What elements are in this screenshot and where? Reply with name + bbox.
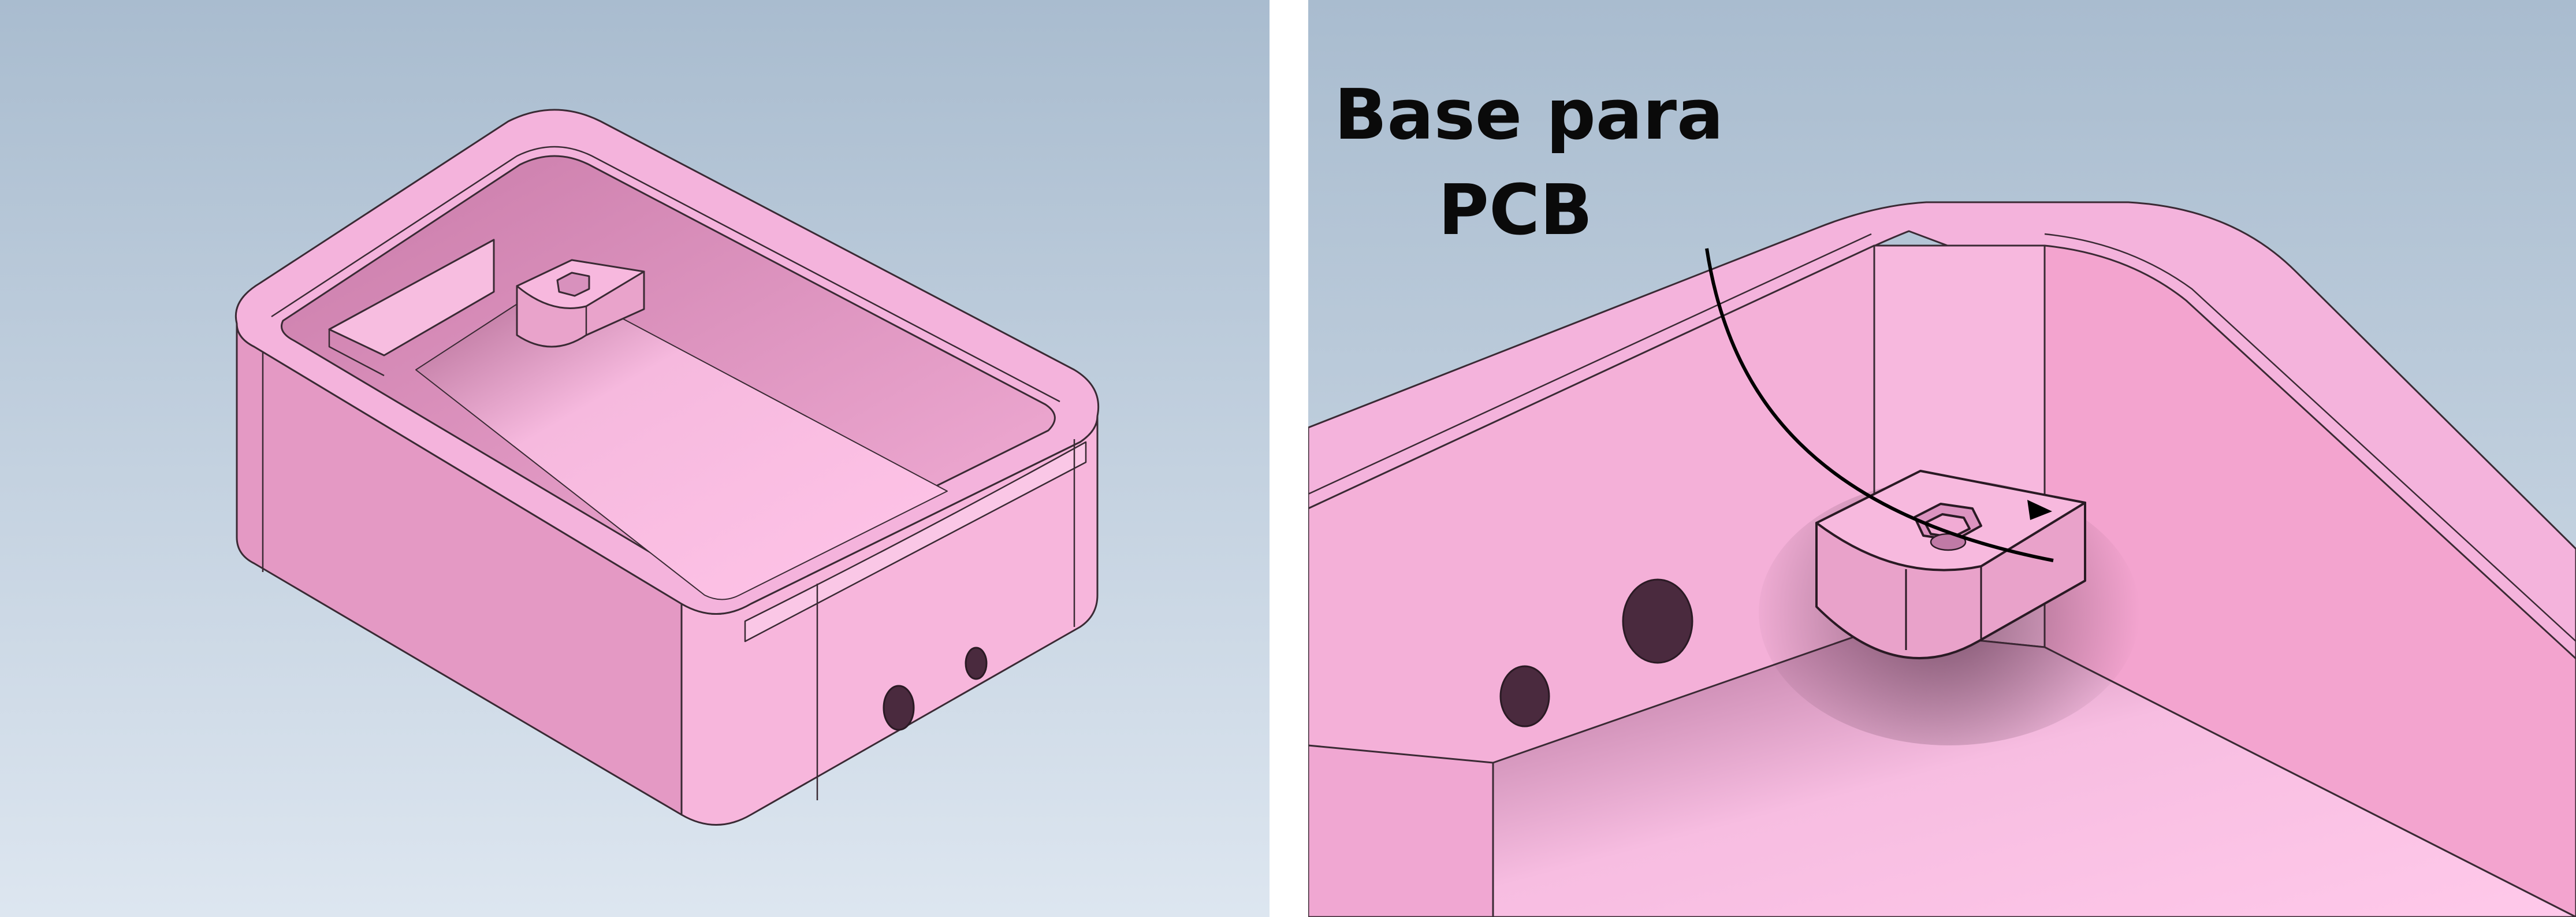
wall-hole-large — [1622, 578, 1693, 664]
callout-arrow — [1705, 248, 2054, 562]
window-inner-edge — [328, 329, 385, 377]
inner-lip — [271, 146, 1060, 403]
closeup-bottom-ledge — [1308, 744, 1494, 917]
left-view-panel — [0, 0, 1270, 917]
right-detail-panel: Base para PCB — [1308, 0, 2576, 917]
front-hole-small — [965, 647, 988, 680]
front-hole-large — [883, 685, 915, 731]
enclosure-box — [234, 109, 1100, 826]
pcb-standoff — [516, 259, 645, 348]
window-cutout — [328, 239, 495, 357]
wall-hole-small — [1499, 665, 1550, 727]
side-slot — [744, 441, 1087, 643]
pcb-standoff-closeup — [1815, 470, 2086, 660]
enclosure-iso-view — [0, 0, 1270, 917]
closeup-lip-line — [2044, 233, 2576, 642]
closeup-right-wall — [2043, 244, 2576, 917]
callout-label-line1: Base para — [1334, 75, 1724, 155]
standoff-closeup-view — [1308, 0, 2576, 917]
callout-label-line2: PCB — [1438, 170, 1593, 251]
closeup-top-rim — [1308, 201, 2576, 695]
closeup-lip-line — [1308, 233, 1872, 495]
